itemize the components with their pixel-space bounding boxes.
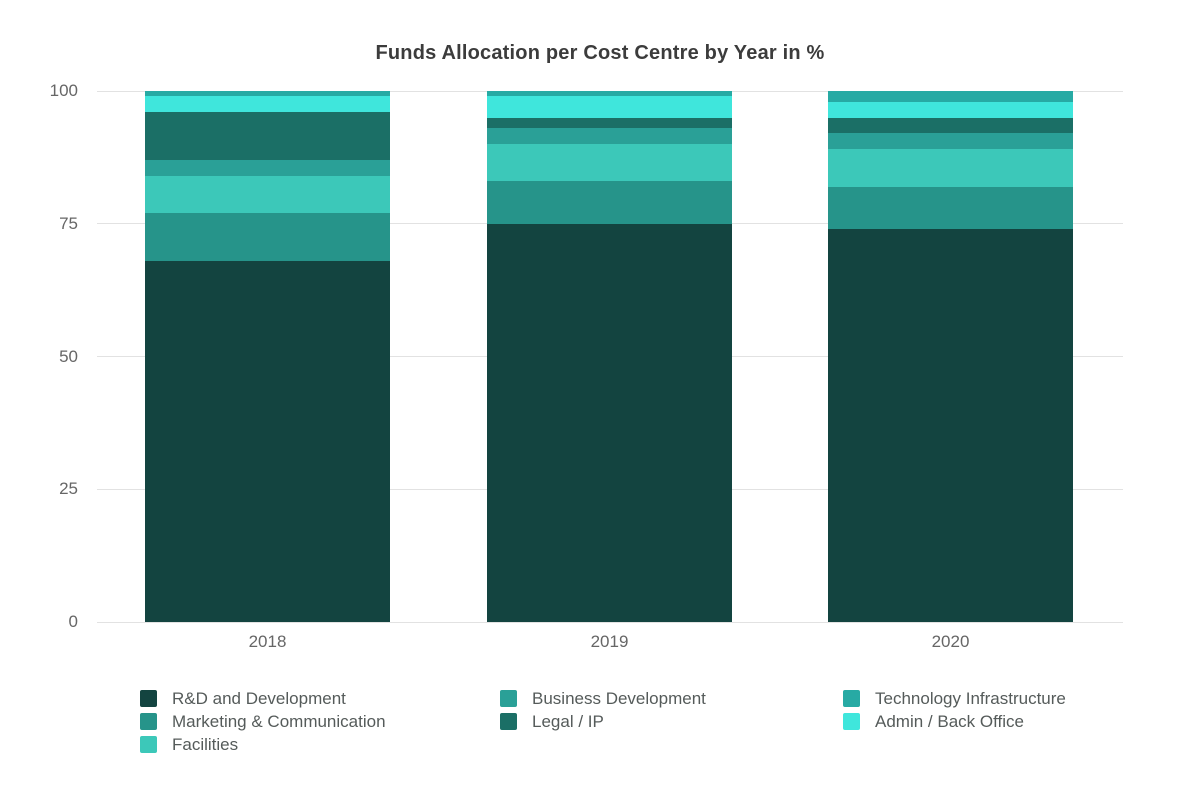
legend-label: Legal / IP (532, 711, 604, 731)
y-axis-tick-label: 100 (49, 81, 78, 100)
y-gridline (97, 621, 1123, 623)
legend-swatch (140, 690, 157, 707)
bar-segment (487, 128, 732, 145)
x-axis-tick-label: 2020 (931, 632, 970, 651)
legend-swatch (500, 690, 517, 707)
legend-item: R&D and Development (140, 687, 346, 710)
bar-segment (828, 91, 1073, 102)
bar-segment (145, 96, 390, 113)
bar-segment (487, 223, 732, 622)
bar-segment (828, 117, 1073, 134)
y-axis-tick-label: 50 (59, 346, 78, 366)
bar-segment (828, 229, 1073, 622)
bar-segment (145, 260, 390, 622)
legend-label: Marketing & Communication (172, 711, 386, 731)
legend-item: Admin / Back Office (843, 710, 1024, 733)
x-axis-tick-label: 2019 (590, 632, 629, 651)
y-axis-tick-label: 0 (68, 612, 78, 631)
y-axis-tick-label: 25 (59, 479, 78, 499)
legend-label: Admin / Back Office (875, 711, 1024, 731)
bar-segment (828, 133, 1073, 150)
legend-swatch (843, 690, 860, 707)
legend-label: Technology Infrastructure (875, 688, 1066, 708)
legend-swatch (140, 736, 157, 753)
bar-segment (145, 160, 390, 176)
legend-item: Business Development (500, 687, 706, 710)
bar-segment (487, 117, 732, 129)
legend-item: Technology Infrastructure (843, 687, 1066, 710)
bar-segment (145, 213, 390, 261)
bar-segment (487, 181, 732, 224)
x-axis-tick-label: 2018 (248, 632, 287, 651)
legend-label: R&D and Development (172, 688, 346, 708)
bar-segment (145, 91, 390, 97)
bar-segment (487, 96, 732, 118)
legend-swatch (500, 713, 517, 730)
bar-segment (828, 101, 1073, 118)
y-axis-tick-label: 75 (59, 213, 78, 233)
bar-segment (145, 175, 390, 214)
legend-label: Facilities (172, 734, 239, 754)
bar-segment (828, 149, 1073, 187)
legend-item: Legal / IP (500, 710, 604, 733)
bar-segment (487, 144, 732, 182)
bar-segment (487, 91, 732, 97)
chart-title: Funds Allocation per Cost Centre by Year… (375, 42, 825, 64)
legend-item: Marketing & Communication (140, 710, 386, 733)
bar-segment (828, 186, 1073, 230)
legend-swatch (140, 713, 157, 730)
legend-label: Business Development (532, 688, 706, 708)
legend-item: Facilities (140, 733, 238, 756)
bar-segment (145, 112, 390, 161)
legend-swatch (843, 713, 860, 730)
